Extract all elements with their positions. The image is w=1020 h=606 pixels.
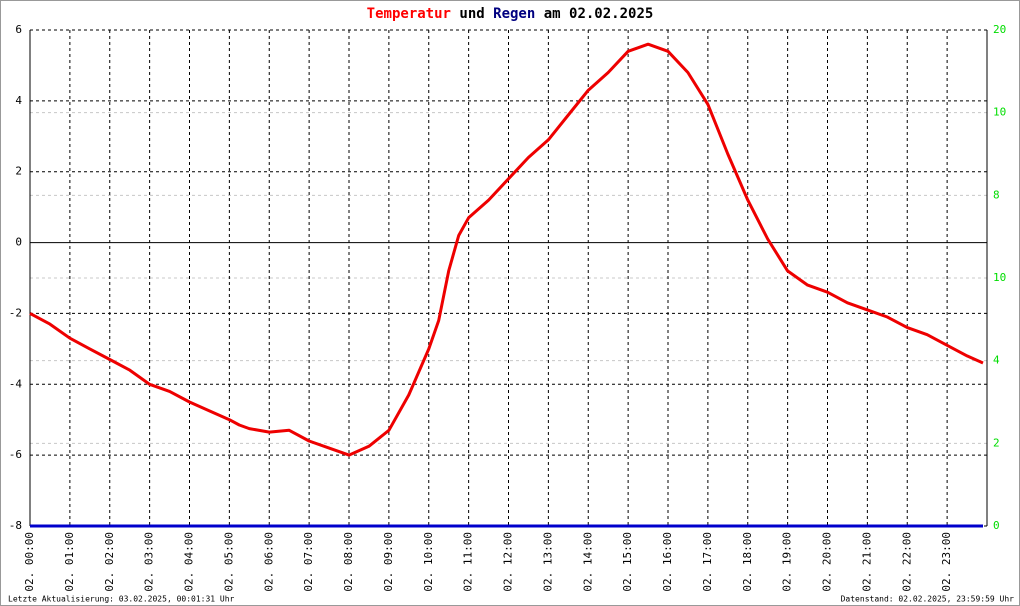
x-tick-label: 02. 12:00	[502, 532, 515, 592]
x-tick-label: 02. 20:00	[821, 532, 834, 592]
y2-tick-label: 0	[993, 519, 1000, 532]
x-tick-label: 02. 00:00	[23, 532, 36, 592]
x-tick-label: 02. 04:00	[183, 532, 196, 592]
y2-tick-label: 8	[993, 188, 1000, 201]
y2-tick-label: 2	[993, 436, 1000, 449]
x-tick-label: 02. 15:00	[621, 532, 634, 592]
x-tick-label: 02. 13:00	[541, 532, 554, 592]
y-tick-label: 6	[15, 23, 22, 36]
x-tick-label: 02. 21:00	[860, 532, 873, 592]
x-tick-label: 02. 01:00	[63, 532, 76, 592]
footer-left: Letzte Aktualisierung: 03.02.2025, 00:01…	[8, 595, 235, 604]
title-part: Temperatur	[367, 6, 451, 22]
x-tick-label: 02. 19:00	[781, 532, 794, 592]
x-tick-label: 02. 11:00	[462, 532, 475, 592]
y2-tick-label: 10	[993, 106, 1006, 119]
y-tick-label: 4	[15, 94, 22, 107]
chart-title: Temperatur und Regen am 02.02.2025	[367, 6, 654, 22]
x-tick-label: 02. 06:00	[262, 532, 275, 592]
y-tick-label: -4	[9, 377, 23, 390]
y2-tick-label: 20	[993, 23, 1006, 36]
y-tick-label: 2	[15, 165, 22, 178]
title-part: Regen	[493, 6, 535, 22]
footer-right: Datenstand: 02.02.2025, 23:59:59 Uhr	[841, 595, 1015, 604]
series-line	[29, 42, 984, 457]
x-tick-label: 02. 05:00	[222, 532, 235, 592]
y2-tick-label: 4	[993, 354, 1000, 367]
x-tick-label: 02. 07:00	[302, 532, 315, 592]
x-tick-label: 02. 17:00	[701, 532, 714, 592]
y-tick-label: -8	[9, 519, 22, 532]
y-tick-label: -2	[9, 306, 22, 319]
x-tick-label: 02. 08:00	[342, 532, 355, 592]
x-tick-label: 02. 16:00	[661, 532, 674, 592]
x-tick-label: 02. 18:00	[741, 532, 754, 592]
x-tick-label: 02. 10:00	[422, 532, 435, 592]
title-part: und	[459, 6, 484, 22]
x-tick-label: 02. 23:00	[940, 532, 953, 592]
y2-tick-label: 10	[993, 271, 1006, 284]
x-tick-label: 02. 22:00	[900, 532, 913, 592]
x-tick-label: 02. 14:00	[581, 532, 594, 592]
title-part: am 02.02.2025	[544, 6, 654, 22]
y-tick-label: 0	[15, 236, 22, 249]
x-tick-label: 02. 09:00	[382, 532, 395, 592]
y-tick-label: -6	[9, 448, 22, 461]
x-tick-label: 02. 03:00	[143, 532, 156, 592]
x-tick-label: 02. 02:00	[103, 532, 116, 592]
